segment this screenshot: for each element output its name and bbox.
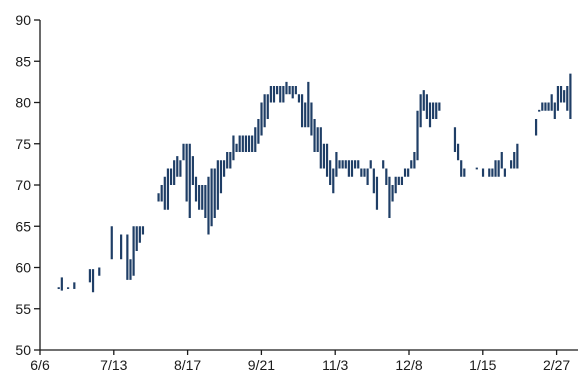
- x-axis: 6/6 7/13 8/17 9/21 11/3 12/8 1/15 2/27: [30, 349, 578, 372]
- range-bars: [57, 73, 572, 293]
- y-tick-label: 65: [15, 218, 31, 234]
- x-tick-label: 1/15: [469, 357, 496, 372]
- x-tick-label: 2/27: [543, 357, 570, 372]
- x-tick-label: 9/21: [248, 357, 275, 372]
- y-tick-label: 80: [15, 95, 31, 111]
- y-tick-label: 90: [15, 12, 31, 28]
- y-tick-label: 75: [15, 136, 31, 152]
- y-tick-label: 85: [15, 53, 31, 69]
- y-tick-label: 55: [15, 301, 31, 317]
- y-tick-label: 60: [15, 260, 31, 276]
- x-tick-label: 12/8: [395, 357, 422, 372]
- y-tick-label: 70: [15, 177, 31, 193]
- y-axis: 50 55 60 65 70 75 80 85 90: [15, 12, 41, 358]
- x-tick-label: 11/3: [322, 357, 348, 372]
- x-tick-label: 6/6: [30, 357, 50, 372]
- x-tick-label: 8/17: [174, 357, 201, 372]
- y-tick-label: 50: [15, 342, 31, 358]
- x-tick-label: 7/13: [100, 357, 127, 372]
